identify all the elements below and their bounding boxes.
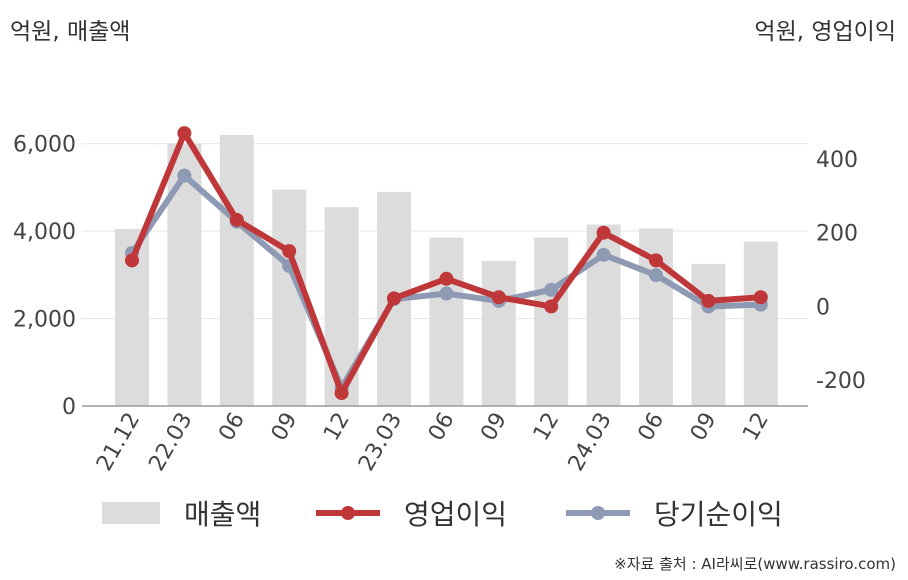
point-operating-profit [177, 126, 192, 141]
legend-item-net-income: 당기순이익 [566, 493, 783, 533]
x-tick-label: 23.03 [354, 409, 407, 476]
left-tick-label: 2,000 [13, 308, 76, 333]
legend-swatch-operating-profit [316, 502, 380, 524]
right-tick-label: -200 [816, 369, 866, 394]
left-tick-label: 6,000 [13, 133, 76, 158]
bar-revenue [481, 260, 516, 406]
point-net-income [649, 268, 663, 283]
x-tick-label: 21.12 [92, 409, 145, 476]
legend-item-revenue: 매출액 [102, 493, 261, 533]
bar-series [115, 134, 778, 406]
legend-label-revenue: 매출액 [184, 498, 262, 531]
point-operating-profit [544, 299, 559, 314]
x-tick-label: 06 [214, 409, 250, 446]
point-operating-profit [387, 291, 401, 306]
line-series [125, 126, 768, 401]
source-credit: ※자료 출처 : AI라씨로(www.rassiro.com) [614, 555, 896, 573]
legend-swatch-net-income [566, 502, 630, 524]
right-tick-label: 400 [816, 148, 858, 173]
point-operating-profit [649, 253, 663, 268]
x-tick-label: 24.03 [564, 409, 617, 476]
x-tick-label: 06 [424, 409, 460, 446]
point-operating-profit [125, 253, 139, 268]
right-tick-label: 200 [816, 222, 858, 247]
point-operating-profit [229, 212, 244, 227]
bar-revenue [219, 134, 254, 406]
point-net-income [177, 168, 192, 183]
right-axis-unit: 억원, 영업이익 [754, 19, 896, 45]
bar-revenue [743, 241, 778, 406]
bar-revenue [429, 237, 464, 406]
x-tick-label: 06 [634, 409, 670, 446]
legend: 매출액 영업이익 당기순이익 [0, 493, 908, 533]
x-tick-label: 09 [686, 409, 722, 446]
point-operating-profit [334, 386, 349, 401]
point-operating-profit [282, 244, 297, 259]
point-operating-profit [439, 271, 454, 286]
point-net-income [439, 286, 454, 301]
x-tick-label: 09 [267, 409, 303, 446]
point-operating-profit [596, 225, 611, 240]
point-operating-profit [753, 290, 768, 305]
x-tick-label: 09 [476, 409, 512, 446]
right-tick-label: 0 [816, 295, 830, 320]
point-operating-profit [701, 293, 716, 308]
left-axis-unit: 억원, 매출액 [10, 19, 131, 45]
left-tick-label: 4,000 [13, 220, 76, 245]
bar-revenue [691, 263, 726, 406]
x-tick-label: 12 [529, 409, 565, 446]
bar-revenue [534, 237, 569, 406]
legend-label-net-income: 당기순이익 [654, 498, 783, 531]
point-net-income [544, 282, 559, 297]
legend-item-operating-profit: 영업이익 [316, 493, 507, 533]
legend-label-operating-profit: 영업이익 [404, 498, 508, 531]
x-tick-label: 12 [319, 409, 355, 446]
left-tick-label: 0 [62, 395, 76, 420]
legend-swatch-revenue [102, 502, 160, 524]
point-net-income [596, 247, 611, 262]
x-tick-label: 12 [738, 409, 774, 446]
x-tick-label: 22.03 [144, 409, 197, 476]
point-operating-profit [491, 290, 506, 305]
